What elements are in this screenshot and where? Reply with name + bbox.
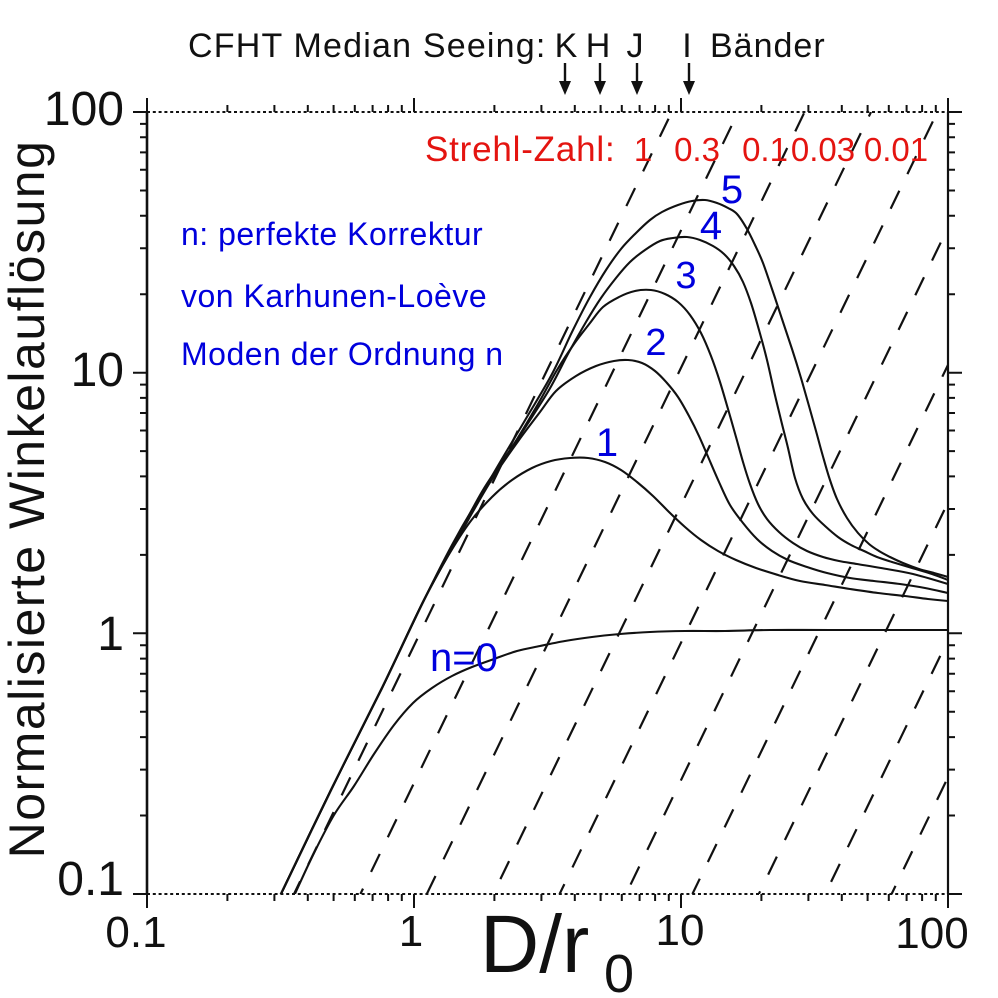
svg-text:2: 2	[645, 322, 666, 364]
svg-text:1: 1	[634, 131, 652, 168]
svg-text:J: J	[627, 27, 644, 65]
svg-text:3: 3	[675, 255, 696, 297]
svg-text:K: K	[555, 27, 578, 65]
svg-text:1: 1	[97, 608, 124, 661]
svg-text:1: 1	[399, 907, 423, 956]
svg-text:0.1: 0.1	[105, 908, 166, 957]
svg-text:5: 5	[721, 168, 743, 212]
svg-text:100: 100	[895, 909, 968, 958]
svg-text:Bänder: Bänder	[710, 27, 826, 65]
svg-text:n=0: n=0	[430, 636, 498, 680]
svg-text:0.1: 0.1	[57, 853, 124, 906]
svg-text:10: 10	[656, 906, 705, 955]
svg-text:CFHT Median Seeing:: CFHT Median Seeing:	[188, 27, 547, 65]
svg-text:100: 100	[44, 83, 124, 136]
svg-text:I: I	[682, 27, 691, 65]
svg-text:von Karhunen-Loève: von Karhunen-Loève	[181, 278, 487, 314]
svg-text:1: 1	[596, 421, 618, 465]
svg-text:0.3: 0.3	[674, 131, 720, 168]
svg-text:0.03: 0.03	[791, 131, 855, 168]
svg-text:10: 10	[71, 344, 124, 397]
svg-text:Moden der Ordnung n: Moden der Ordnung n	[181, 336, 504, 372]
svg-text:n: perfekte Korrektur: n: perfekte Korrektur	[181, 216, 483, 252]
svg-text:Strehl-Zahl:: Strehl-Zahl:	[425, 130, 616, 169]
svg-text:0.1: 0.1	[742, 131, 788, 168]
svg-text:4: 4	[700, 204, 722, 248]
svg-text:D/r: D/r	[480, 899, 589, 990]
svg-text:0.01: 0.01	[864, 131, 928, 168]
svg-text:Normalisierte Winkelauflösung: Normalisierte Winkelauflösung	[0, 140, 55, 859]
svg-text:0: 0	[604, 944, 634, 998]
svg-text:H: H	[586, 27, 611, 65]
